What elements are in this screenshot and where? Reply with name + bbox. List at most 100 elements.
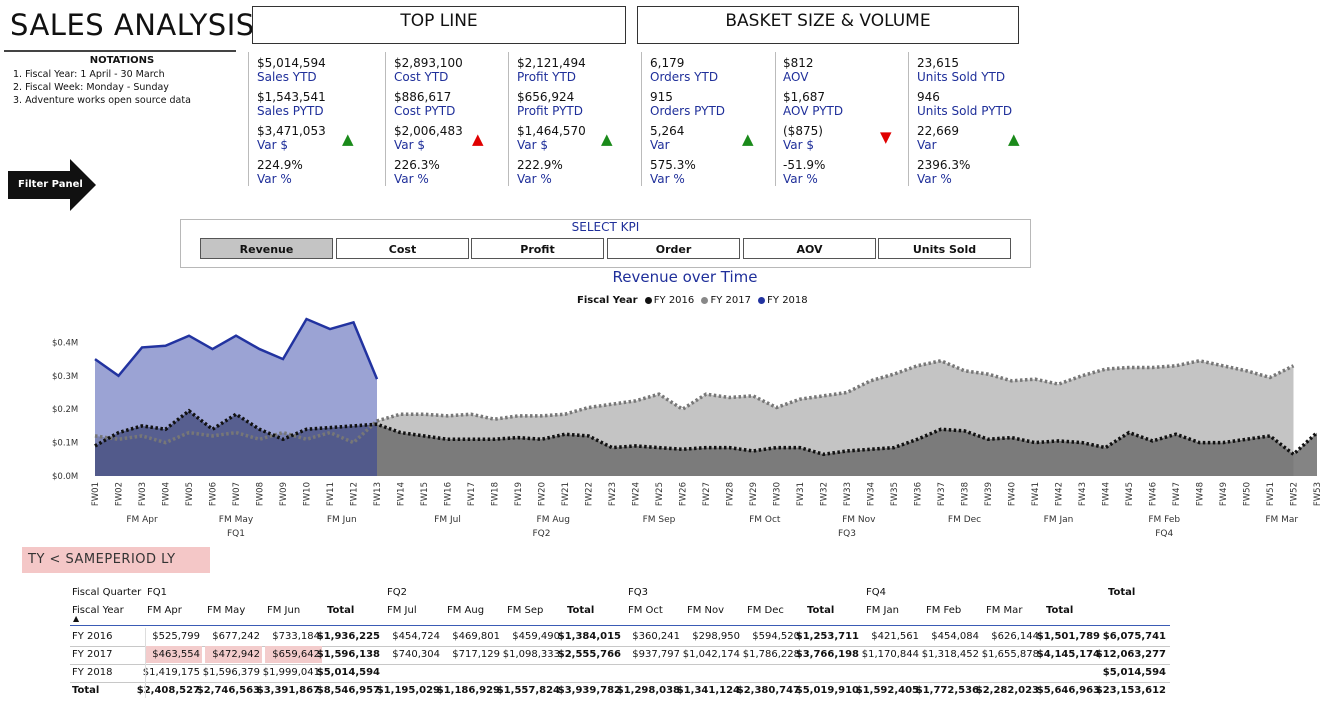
matrix-cell: $1,936,225: [316, 631, 380, 642]
kpi-divider: [508, 52, 509, 186]
matrix-cell: $5,019,910: [795, 685, 859, 696]
matrix-cell: $4,145,174: [1036, 649, 1100, 660]
x-tick-label: FW53: [1313, 482, 1323, 506]
matrix-cell: $1,298,038: [616, 685, 680, 696]
kpi-divider: [641, 52, 642, 186]
kpi-value: $2,006,483: [394, 124, 463, 138]
x-tick-label: FW08: [256, 482, 266, 506]
matrix-cell: $1,557,824: [496, 685, 560, 696]
legend-dot-fy2018: [758, 296, 766, 304]
x-tick-label: FW52: [1290, 482, 1300, 506]
kpi-value: $1,464,570: [517, 124, 586, 138]
matrix-cell: $469,801: [452, 631, 500, 642]
quarter-header[interactable]: FQ3: [628, 587, 648, 598]
column-header[interactable]: Total: [1046, 605, 1074, 616]
matrix-cell: $5,014,594: [316, 667, 380, 678]
column-header[interactable]: FM Jan: [866, 605, 899, 616]
x-tick-label: FW45: [1125, 482, 1135, 506]
x-tick-label: FW32: [820, 482, 830, 506]
kpi-metric: 22,669 Var: [917, 124, 959, 152]
kpi-label: AOV: [783, 70, 809, 84]
title-divider: [4, 50, 236, 52]
kpi-metric: $2,893,100 Cost YTD: [394, 56, 463, 84]
kpi-metric: $3,471,053 Var $: [257, 124, 326, 152]
matrix-cell: $1,596,138: [316, 649, 380, 660]
x-tick-label: FW20: [538, 482, 548, 506]
column-header[interactable]: FM Jun: [267, 605, 301, 616]
x-tick-label: FW51: [1266, 482, 1276, 506]
y-tick-label: $0.4M: [52, 338, 78, 348]
kpi-value: $886,617: [394, 90, 452, 104]
kpi-metric: $1,687 AOV PYTD: [783, 90, 843, 118]
x-tick-label: FW14: [397, 482, 407, 506]
row-rule: [70, 646, 1170, 647]
column-header[interactable]: FM Mar: [986, 605, 1023, 616]
quarter-header[interactable]: FQ4: [866, 587, 886, 598]
kpi-label: Var %: [394, 172, 429, 186]
x-tick-label: FW18: [491, 482, 501, 506]
column-header[interactable]: FM Oct: [628, 605, 663, 616]
column-header[interactable]: FM Sep: [507, 605, 544, 616]
month-label: FM Nov: [842, 515, 876, 525]
column-header[interactable]: FM Dec: [747, 605, 784, 616]
kpi-button-cost[interactable]: Cost: [336, 238, 469, 259]
highlight-cell: [205, 646, 262, 663]
kpi-label: Var %: [517, 172, 552, 186]
quarter-label: FQ1: [227, 529, 245, 539]
kpi-value: $656,924: [517, 90, 575, 104]
x-tick-label: FW29: [749, 482, 759, 506]
matrix-cell: $733,184: [272, 631, 320, 642]
column-header[interactable]: FM Feb: [926, 605, 962, 616]
legend-item-fy2018[interactable]: FY 2018: [767, 295, 808, 306]
filter-panel-label: Filter Panel: [18, 179, 83, 190]
kpi-value: 22,669: [917, 124, 959, 138]
row-rule: [70, 664, 1170, 665]
legend-item-fy2016[interactable]: FY 2016: [653, 295, 695, 306]
kpi-label: Var %: [257, 172, 292, 186]
x-tick-label: FW33: [843, 482, 853, 506]
column-header[interactable]: FM Nov: [687, 605, 725, 616]
page-title: SALES ANALYSIS: [10, 8, 255, 42]
kpi-metric: $886,617 Cost PYTD: [394, 90, 455, 118]
column-header[interactable]: FM Jul: [387, 605, 417, 616]
kpi-button-order[interactable]: Order: [607, 238, 740, 259]
column-header[interactable]: FM Apr: [147, 605, 182, 616]
top-line-header: TOP LINE: [252, 6, 626, 44]
month-label: FM Aug: [537, 515, 570, 525]
x-tick-label: FW39: [984, 482, 994, 506]
kpi-button-units-sold[interactable]: Units Sold: [878, 238, 1011, 259]
matrix-cell: $459,490: [512, 631, 560, 642]
filter-panel-button[interactable]: Filter Panel: [8, 159, 96, 211]
x-tick-label: FW17: [467, 482, 477, 506]
column-header[interactable]: Total: [567, 605, 595, 616]
kpi-value: -51.9%: [783, 158, 826, 172]
trend-down-icon: ▼: [880, 128, 892, 146]
row-header-quarter: Fiscal Quarter: [72, 587, 142, 598]
column-header[interactable]: Total: [327, 605, 355, 616]
notation-item: 1. Fiscal Year: 1 April - 30 March: [13, 69, 165, 80]
quarter-header[interactable]: FQ1: [147, 587, 167, 598]
column-header[interactable]: FM Aug: [447, 605, 485, 616]
kpi-button-revenue[interactable]: Revenue: [200, 238, 333, 259]
kpi-button-aov[interactable]: AOV: [743, 238, 876, 259]
kpi-metric: $1,464,570 Var $: [517, 124, 586, 152]
kpi-metric: 226.3% Var %: [394, 158, 440, 186]
kpi-value: $3,471,053: [257, 124, 326, 138]
kpi-value: $1,687: [783, 90, 825, 104]
kpi-label: Orders YTD: [650, 70, 719, 84]
column-header[interactable]: FM May: [207, 605, 246, 616]
kpi-label: Sales YTD: [257, 70, 317, 84]
row-label: FY 2017: [72, 649, 113, 660]
kpi-value: $812: [783, 56, 814, 70]
legend-item-fy2017[interactable]: FY 2017: [710, 295, 751, 306]
kpi-metric: $1,543,541 Sales PYTD: [257, 90, 326, 118]
kpi-value: ($875): [783, 124, 823, 138]
kpi-button-profit[interactable]: Profit: [471, 238, 604, 259]
column-header[interactable]: Total: [807, 605, 835, 616]
x-tick-label: FW27: [702, 482, 712, 506]
y-tick-label: $0.1M: [52, 439, 78, 449]
sort-arrow-icon[interactable]: ▲: [73, 614, 80, 623]
quarter-header[interactable]: FQ2: [387, 587, 407, 598]
x-tick-label: FW43: [1078, 482, 1088, 506]
kpi-label: Orders PYTD: [650, 104, 726, 118]
